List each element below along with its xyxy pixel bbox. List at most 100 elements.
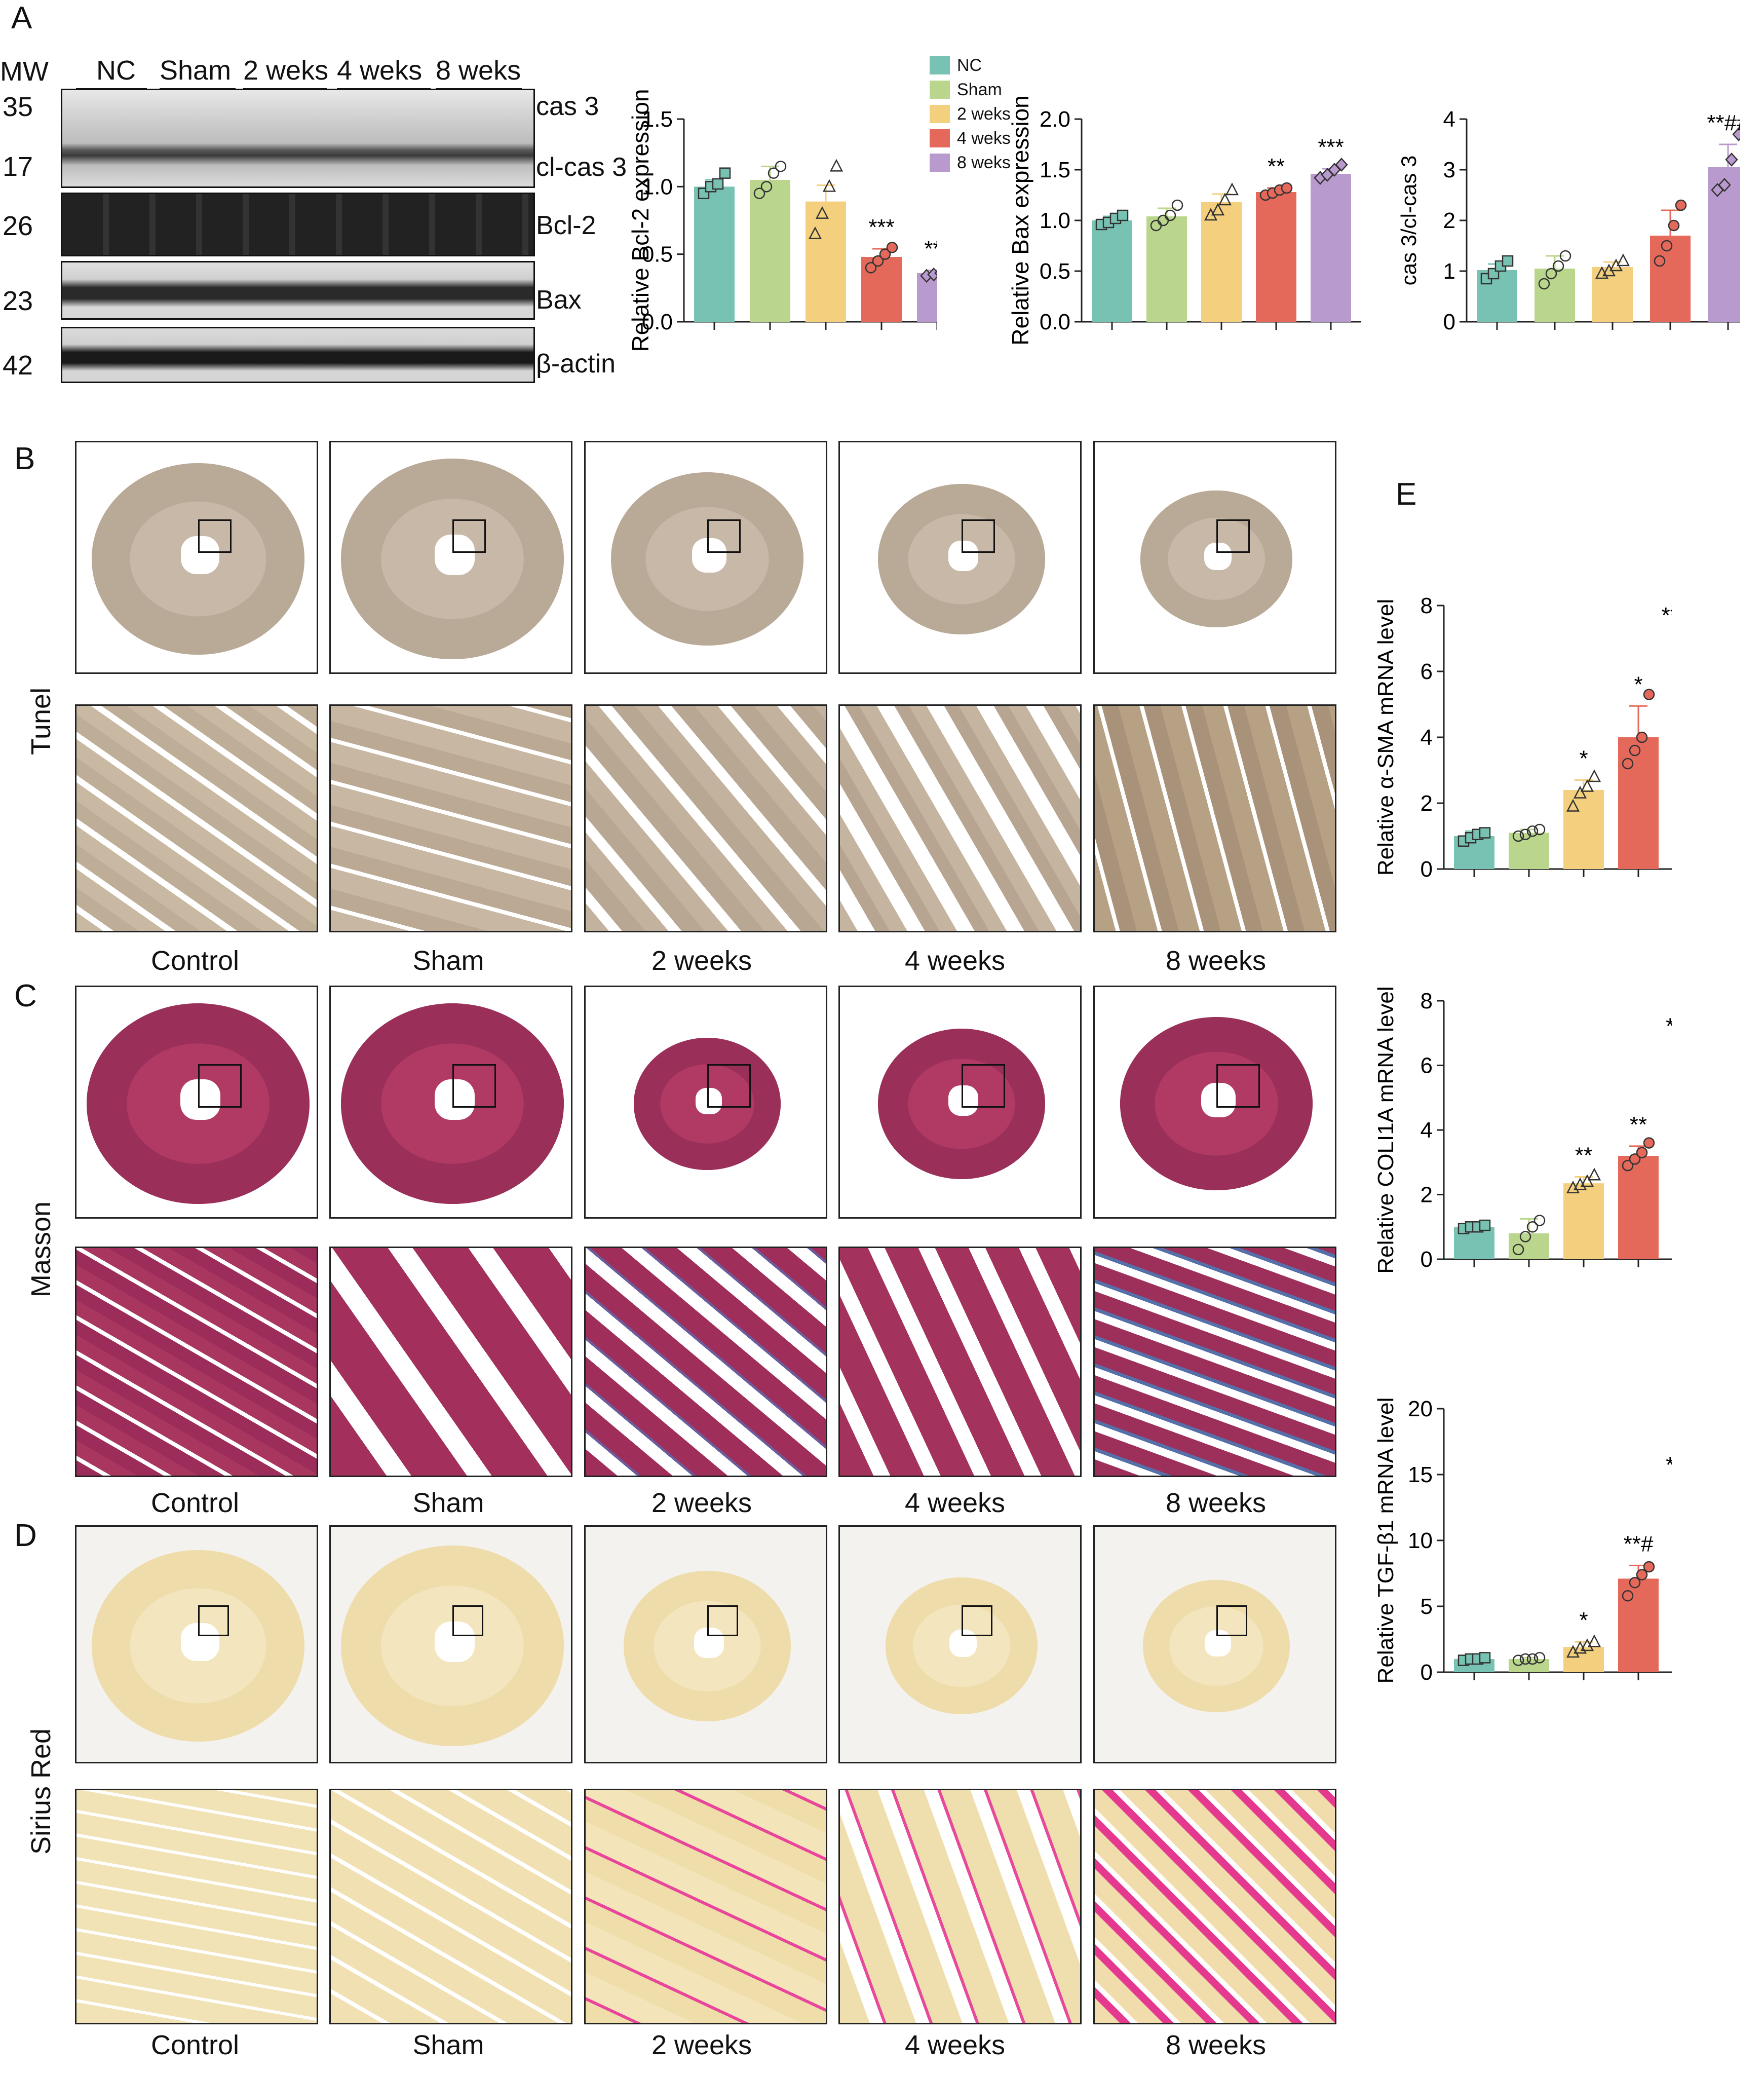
data-point [934, 270, 937, 277]
y-tick-label: 0 [1443, 310, 1455, 334]
legend-swatch [930, 105, 950, 123]
data-point [1622, 1159, 1634, 1172]
heart-section [878, 1028, 1045, 1179]
bar [1311, 174, 1351, 322]
data-point [1533, 1652, 1546, 1664]
data-point [1479, 1652, 1491, 1664]
legend-item: 4 weks [930, 126, 1011, 150]
overview-image [75, 986, 318, 1219]
data-point [753, 187, 765, 199]
protein-label: β-actin [536, 349, 616, 379]
heart-section [341, 1546, 564, 1746]
data-point [1526, 1221, 1539, 1233]
y-tick-label: 0 [1421, 857, 1433, 882]
y-tick-label: 2 [1421, 1183, 1433, 1208]
data-point [760, 181, 773, 193]
zoom-box [1216, 1605, 1247, 1637]
row-label-tunel: Tunel [26, 687, 56, 755]
zoom-box [707, 1064, 751, 1108]
legend-label: 2 weks [957, 104, 1011, 124]
data-point [927, 267, 937, 282]
y-tick-label: 4 [1421, 725, 1433, 750]
caption-sham: Sham [412, 1488, 484, 1518]
overview-image [329, 986, 572, 1219]
significance-label: ** [1268, 154, 1285, 179]
caption-8weeks: 8 weeks [1165, 2030, 1267, 2060]
caption-control: Control [150, 946, 240, 976]
y-tick-label: 2 [1443, 208, 1455, 233]
data-point [1533, 1215, 1546, 1226]
y-tick-label: 0 [1421, 1247, 1433, 1272]
data-point [1661, 240, 1673, 252]
caption-sham: Sham [412, 946, 484, 976]
overview-image [584, 1525, 827, 1763]
caption-2weeks: 2 weeks [651, 1488, 752, 1518]
data-point [1281, 182, 1293, 194]
zoom-image [584, 1247, 827, 1477]
bar [1509, 1233, 1549, 1259]
y-tick-label: 10 [1408, 1528, 1433, 1553]
bar [1563, 1183, 1604, 1259]
data-point [1622, 1590, 1634, 1602]
panel-letter-c: C [14, 978, 37, 1013]
data-point [768, 167, 780, 179]
data-point [1526, 1653, 1539, 1665]
significance-label: ** [1575, 1143, 1592, 1167]
bar [1092, 220, 1132, 322]
overview-image [1093, 986, 1336, 1219]
data-point [1622, 758, 1634, 770]
data-point [1668, 219, 1680, 232]
heart-section [878, 483, 1045, 634]
caption-2weeks: 2 weeks [651, 2030, 752, 2060]
row-label-masson: Masson [26, 1201, 56, 1297]
data-point [1587, 1634, 1601, 1647]
data-point [1502, 255, 1514, 267]
mw-header: MW [0, 56, 49, 87]
legend-swatch [930, 81, 950, 99]
y-tick-label: 1.0 [642, 174, 673, 199]
lumen [434, 1079, 475, 1120]
zoom-image [584, 704, 827, 932]
zoom-image [75, 1789, 318, 2024]
zoom-box [1216, 519, 1250, 553]
data-point [1512, 1654, 1524, 1666]
legend-label: Sham [957, 80, 1002, 99]
data-point [1559, 250, 1571, 262]
mw-marker: 26 [3, 211, 33, 241]
y-tick-label: 0.0 [642, 310, 673, 334]
blot-bax [61, 261, 535, 320]
overview-image [838, 986, 1082, 1219]
caption-2weeks: 2 weeks [651, 946, 752, 976]
significance-label: **##$ [1666, 1452, 1672, 1477]
zoom-box [198, 1064, 242, 1108]
y-axis-label: Relative COLI1A mRNA level [1373, 986, 1398, 1273]
y-tick-label: 20 [1408, 1397, 1433, 1421]
data-point [1566, 799, 1580, 812]
bar [1201, 202, 1242, 322]
data-point [1675, 199, 1687, 211]
lumen [1204, 542, 1232, 570]
data-point [1580, 1174, 1594, 1187]
protein-label: cas 3 [536, 92, 599, 121]
bar [1708, 167, 1740, 322]
heart-section [611, 472, 803, 646]
mw-marker: 17 [3, 152, 33, 182]
lumen [692, 538, 726, 573]
overview-image [1093, 1525, 1336, 1763]
significance-label: **#$$ [1666, 1013, 1672, 1038]
zoom-box [198, 519, 232, 553]
zoom-image [1093, 704, 1336, 932]
zoom-image [329, 1789, 572, 2024]
data-point [1636, 1147, 1648, 1158]
legend-label: NC [957, 55, 982, 75]
y-tick-label: 1 [1443, 259, 1455, 284]
y-tick-label: 6 [1421, 659, 1433, 684]
legend: NC Sham 2 weks 4 weks 8 weks [930, 53, 1011, 175]
data-point [1636, 1569, 1648, 1580]
asma-chart: Relative α-SMA mRNA level 0 2 4 6 8 * * ***### [1373, 593, 1672, 882]
heart-section [92, 463, 304, 655]
tgfb1-chart: Relative TGF-β1 mRNA level 0 5 10 15 20 * **# **… [1373, 1397, 1672, 1685]
heart-section [1140, 491, 1292, 627]
zoom-image [584, 1789, 827, 2024]
